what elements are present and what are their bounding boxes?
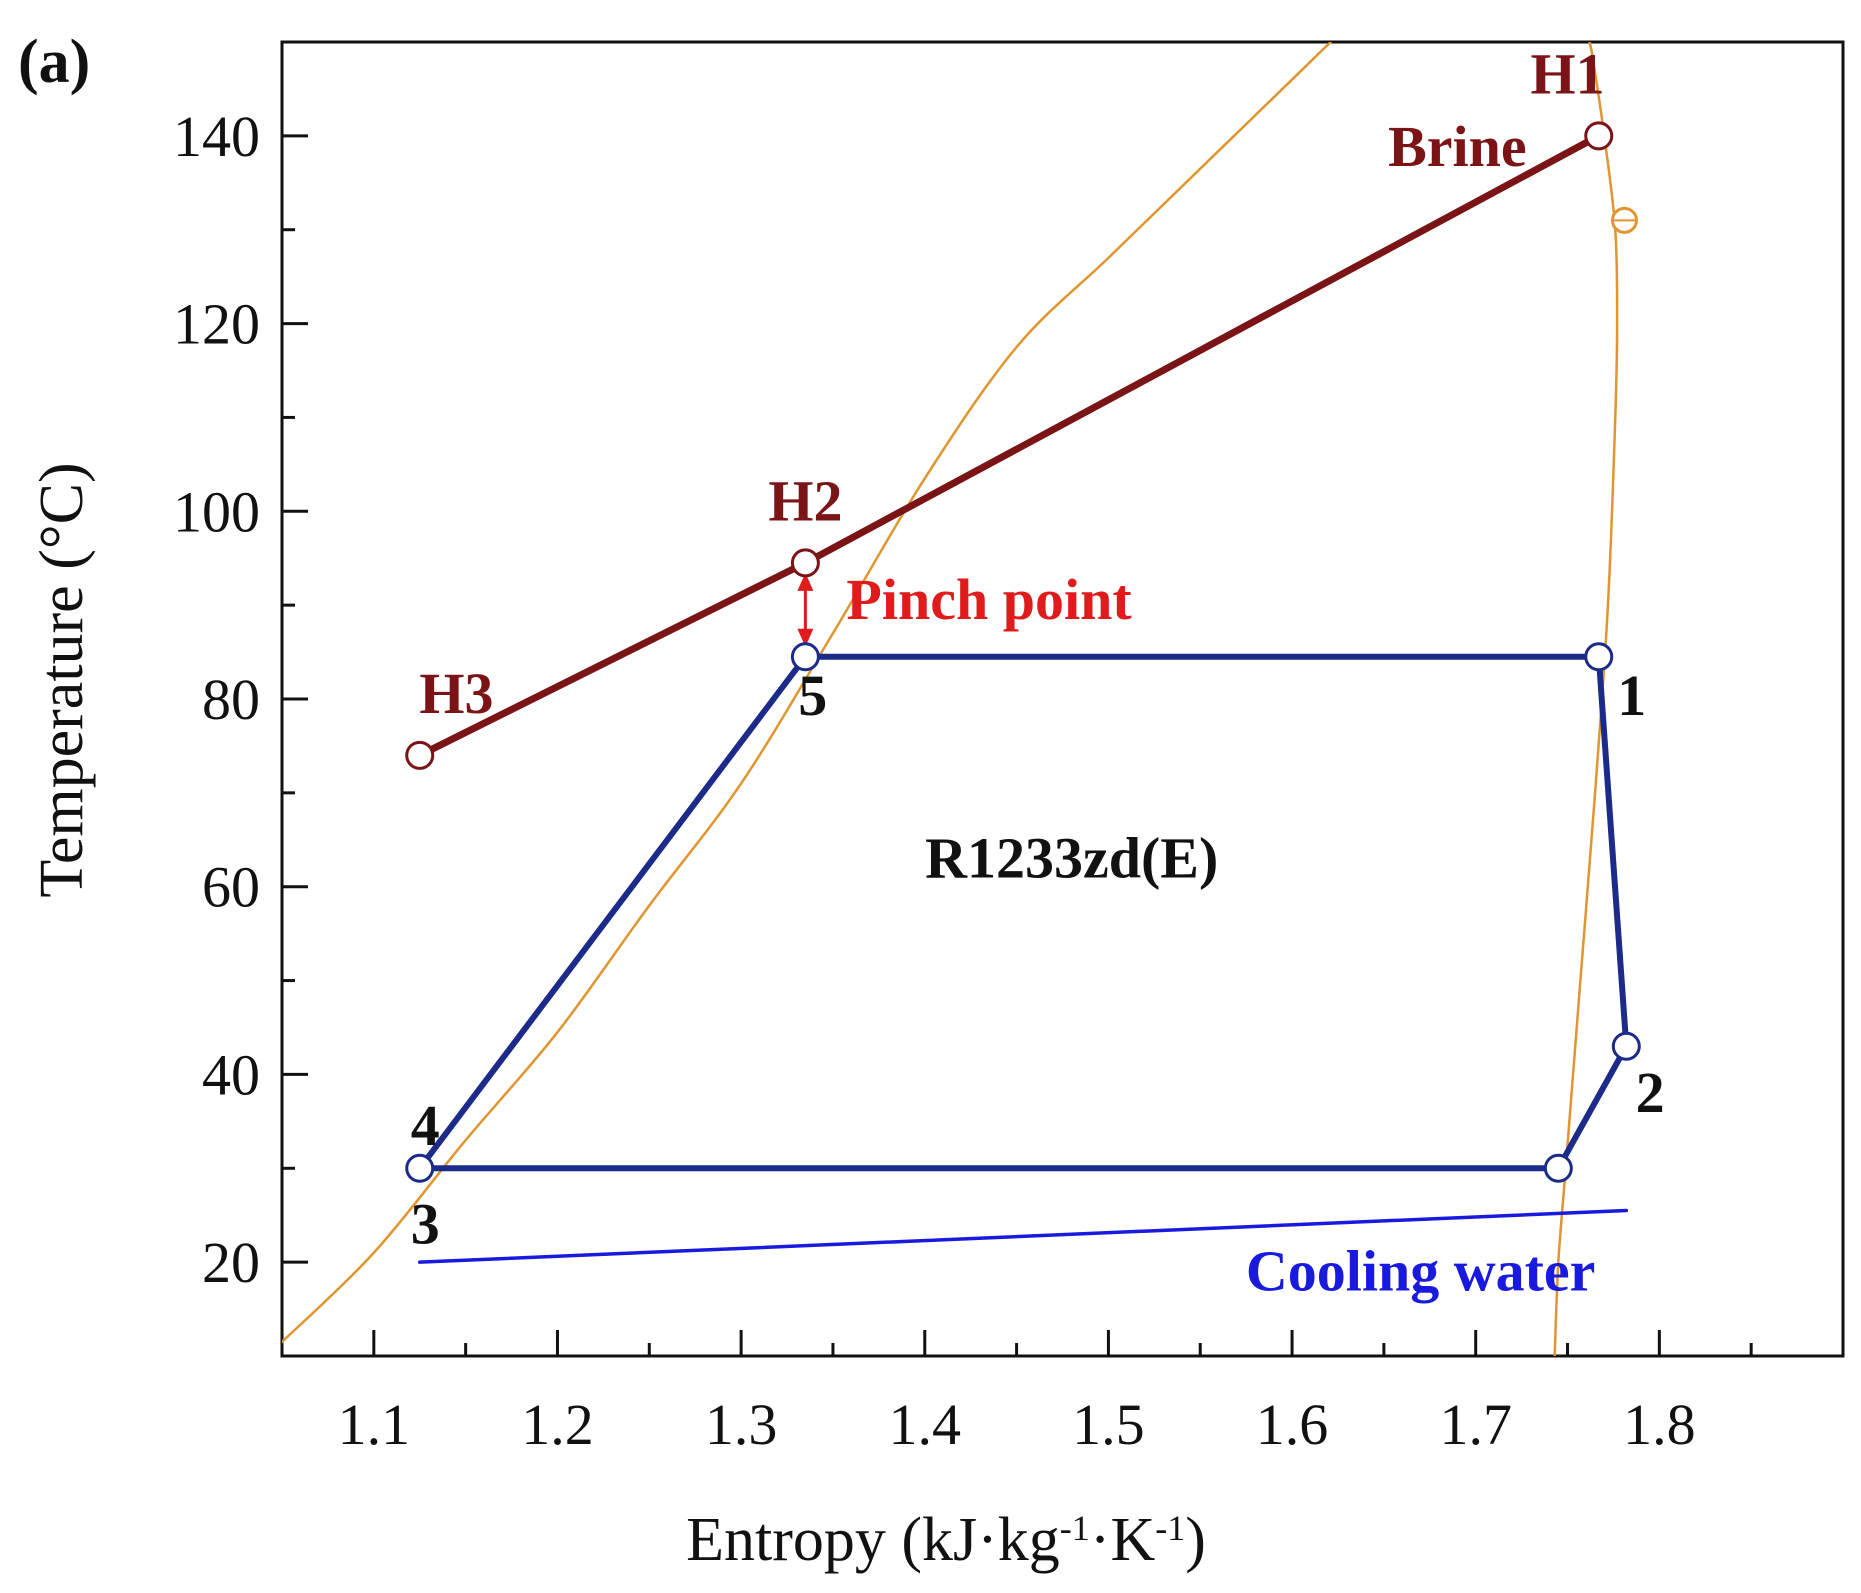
x-tick-label: 1.2 bbox=[521, 1392, 594, 1457]
annotation-2: 2 bbox=[1636, 1060, 1665, 1125]
marker-h2 bbox=[790, 548, 820, 578]
y-tick-label: 80 bbox=[202, 667, 260, 732]
marker-h1 bbox=[1584, 121, 1614, 151]
x-tick-label: 1.8 bbox=[1623, 1392, 1696, 1457]
marker-vapor-start bbox=[1543, 1153, 1573, 1183]
y-tick-label: 120 bbox=[173, 292, 260, 357]
x-axis-title: Entropy (kJ·kg-1·K-1) bbox=[686, 1506, 1206, 1574]
x-axis-title-prefix: Entropy (kJ·kg bbox=[686, 1506, 1060, 1574]
annotation-brine: Brine bbox=[1388, 114, 1527, 179]
y-tick-label: 140 bbox=[173, 104, 260, 169]
plot-frame bbox=[280, 40, 1845, 1358]
pinch-arrow-head-down bbox=[797, 628, 814, 647]
marker-5 bbox=[790, 642, 820, 672]
y-axis-title: Temperature (°C) bbox=[28, 462, 96, 897]
x-tick-label: 1.3 bbox=[705, 1392, 778, 1457]
annotation-1: 1 bbox=[1617, 663, 1646, 728]
annotation-5: 5 bbox=[798, 663, 827, 728]
annotation-pinch-point: Pinch point bbox=[846, 567, 1132, 632]
y-tick-label: 20 bbox=[202, 1230, 260, 1295]
panel-label: (a) bbox=[18, 28, 90, 96]
annotation-h1: H1 bbox=[1530, 42, 1604, 107]
x-tick-label: 1.1 bbox=[338, 1392, 411, 1457]
x-tick-label: 1.7 bbox=[1439, 1392, 1512, 1457]
y-tick-label: 100 bbox=[173, 479, 260, 544]
annotation-h3: H3 bbox=[419, 661, 493, 726]
series-line-brine bbox=[416, 132, 1603, 759]
x-axis-title-mid: ·K bbox=[1090, 1506, 1156, 1574]
x-axis-title-suffix: ) bbox=[1185, 1506, 1206, 1574]
marker-3-4 bbox=[405, 1153, 435, 1183]
annotation-h2: H2 bbox=[768, 469, 842, 534]
annotation-cooling-water: Cooling water bbox=[1246, 1238, 1596, 1303]
x-axis-title-exp2: -1 bbox=[1155, 1508, 1185, 1548]
y-tick-label: 60 bbox=[202, 855, 260, 920]
series-line-r1233zd-e bbox=[416, 653, 1630, 1172]
y-tick-label: 40 bbox=[202, 1042, 260, 1107]
x-axis-title-exp1: -1 bbox=[1060, 1508, 1090, 1548]
x-tick-label: 1.4 bbox=[889, 1392, 962, 1457]
pinch-arrow-head-up bbox=[797, 572, 814, 591]
plot-area: 1.1 1.2 1.3 1.4 1.5 1.6 1.7 1.82040608010012014… bbox=[173, 40, 1845, 1457]
annotation-3: 3 bbox=[411, 1191, 440, 1256]
annotation-r1233zd-e: R1233zd(E) bbox=[925, 825, 1218, 890]
x-tick-label: 1.6 bbox=[1256, 1392, 1329, 1457]
x-tick-label: 1.5 bbox=[1072, 1392, 1145, 1457]
marker-h3 bbox=[405, 740, 435, 770]
annotation-4: 4 bbox=[411, 1093, 440, 1158]
marker-2 bbox=[1611, 1031, 1641, 1061]
marker-1 bbox=[1584, 642, 1614, 672]
series-line-cooling-water bbox=[417, 1208, 1629, 1264]
